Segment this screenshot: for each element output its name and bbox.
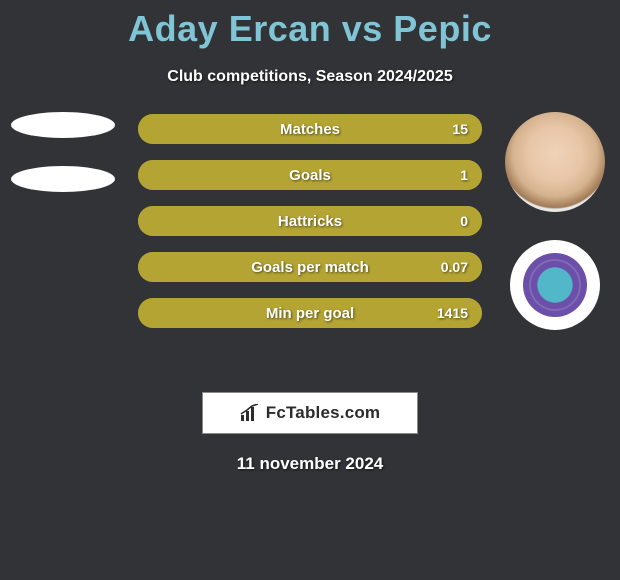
subtitle: Club competitions, Season 2024/2025 — [0, 68, 620, 86]
logo-text: FcTables.com — [266, 403, 381, 423]
player-left-avatar-placeholder — [11, 112, 115, 138]
bar-chart-icon — [240, 404, 262, 422]
player-left-club-placeholder — [11, 166, 115, 192]
stat-bar-min-per-goal: Min per goal 1415 — [138, 298, 482, 328]
stat-bar-hattricks: Hattricks 0 — [138, 206, 482, 236]
stat-label: Min per goal — [266, 305, 354, 322]
stat-value: 15 — [452, 121, 468, 137]
club-badge-icon — [523, 253, 587, 317]
stat-value: 0.07 — [441, 259, 468, 275]
stat-label: Hattricks — [278, 213, 342, 230]
stat-bar-goals: Goals 1 — [138, 160, 482, 190]
stat-label: Matches — [280, 121, 340, 138]
stat-bar-matches: Matches 15 — [138, 114, 482, 144]
stat-bar-goals-per-match: Goals per match 0.07 — [138, 252, 482, 282]
player-right-avatar — [505, 112, 605, 212]
date-text: 11 november 2024 — [0, 454, 620, 474]
stats-bars: Matches 15 Goals 1 Hattricks 0 Goals per… — [138, 114, 482, 328]
player-left-column — [8, 112, 118, 192]
page-title: Aday Ercan vs Pepic — [0, 0, 620, 50]
stat-value: 0 — [460, 213, 468, 229]
comparison-panel: Matches 15 Goals 1 Hattricks 0 Goals per… — [0, 114, 620, 364]
player-right-column — [500, 112, 610, 330]
stat-value: 1415 — [437, 305, 468, 321]
stat-label: Goals per match — [251, 259, 369, 276]
stat-label: Goals — [289, 167, 331, 184]
fctables-logo: FcTables.com — [202, 392, 418, 434]
stat-value: 1 — [460, 167, 468, 183]
player-right-club-badge — [510, 240, 600, 330]
